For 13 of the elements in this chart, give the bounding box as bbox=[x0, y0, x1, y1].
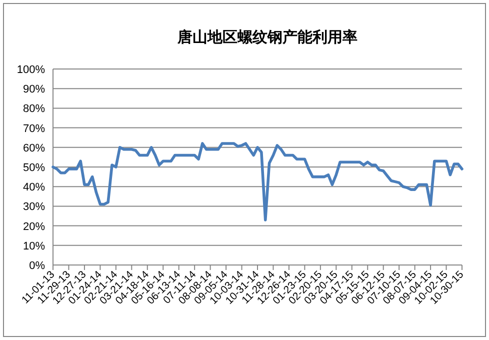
y-tick-label: 10% bbox=[22, 240, 46, 252]
y-tick-label: 60% bbox=[22, 142, 46, 154]
y-tick-label: 0% bbox=[29, 260, 46, 272]
y-tick-label: 90% bbox=[22, 84, 46, 96]
y-tick-label: 40% bbox=[22, 182, 46, 194]
chart-title: 唐山地区螺纹钢产能利用率 bbox=[176, 28, 358, 46]
y-tick-label: 30% bbox=[22, 201, 46, 214]
y-tick-label: 100% bbox=[16, 64, 46, 76]
y-tick-label: 80% bbox=[22, 103, 46, 116]
y-tick-label: 50% bbox=[22, 162, 46, 174]
y-tick-label: 20% bbox=[22, 220, 46, 233]
line-series bbox=[52, 142, 464, 222]
y-tick-label: 70% bbox=[22, 122, 46, 135]
